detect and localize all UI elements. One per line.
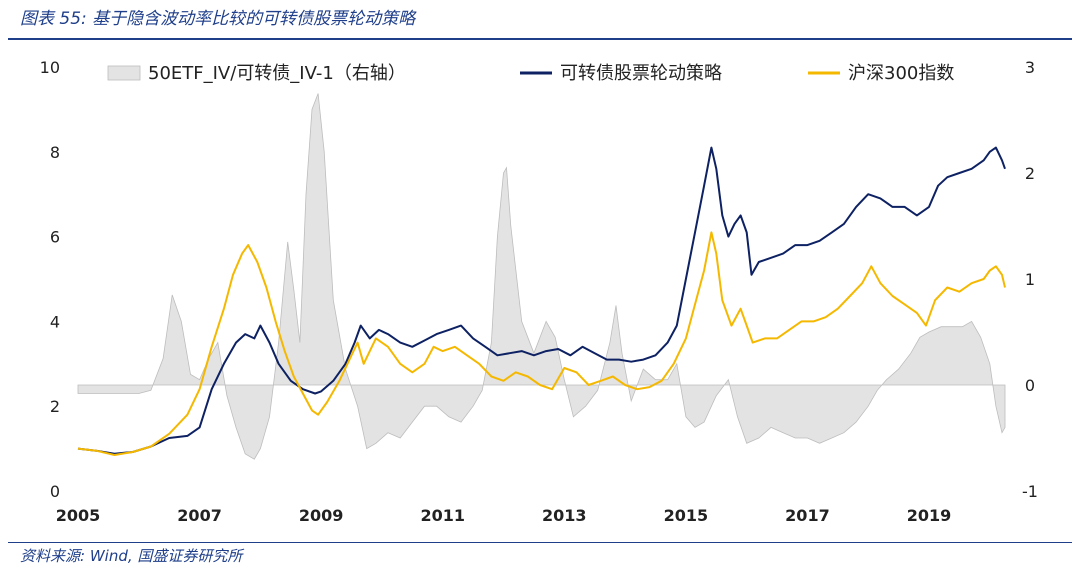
right-axis-ticks: -1 0 1 2 3 xyxy=(1022,58,1038,501)
right-y-tick-label: 2 xyxy=(1025,164,1035,183)
right-y-tick-label: 1 xyxy=(1025,270,1035,289)
legend-swatch xyxy=(107,65,141,81)
left-axis-ticks: 0 2 4 6 8 10 xyxy=(40,58,60,501)
x-tick-label: 2009 xyxy=(299,506,344,525)
x-tick-label: 2005 xyxy=(56,506,101,525)
left-y-tick-label: 0 xyxy=(50,482,60,501)
left-y-tick-label: 8 xyxy=(50,143,60,162)
legend-label: 50ETF_IV/可转债_IV-1（右轴） xyxy=(148,63,406,84)
series-line-hs300 xyxy=(77,231,1006,456)
legend: 50ETF_IV/可转债_IV-1（右轴） 可转债股票轮动策略 沪深300指数 xyxy=(107,63,954,84)
title-divider xyxy=(8,38,1072,40)
left-y-tick-label: 10 xyxy=(40,58,60,77)
legend-label: 可转债股票轮动策略 xyxy=(560,63,722,84)
left-y-tick-label: 6 xyxy=(50,228,60,247)
x-tick-label: 2013 xyxy=(542,506,587,525)
legend-label: 沪深300指数 xyxy=(848,63,954,84)
source-divider xyxy=(8,542,1072,543)
source-note: 资料来源: Wind, 国盛证券研究所 xyxy=(20,547,243,565)
right-y-tick-label: 3 xyxy=(1025,58,1035,77)
right-y-tick-label: -1 xyxy=(1022,482,1038,501)
right-y-tick-label: 0 xyxy=(1025,376,1035,395)
series-area-iv-ratio xyxy=(77,93,1006,460)
x-axis-ticks: 2005 2007 2009 2011 2013 2015 2017 2019 xyxy=(56,506,952,525)
series-line-strategy xyxy=(77,146,1006,455)
left-y-tick-label: 2 xyxy=(50,397,60,416)
x-tick-label: 2015 xyxy=(664,506,709,525)
left-y-tick-label: 4 xyxy=(50,312,60,331)
chart: 2005 2007 2009 2011 2013 2015 2017 2019 0246810… xyxy=(40,58,1038,525)
x-tick-label: 2017 xyxy=(785,506,830,525)
x-tick-label: 2019 xyxy=(907,506,952,525)
x-tick-label: 2007 xyxy=(177,506,222,525)
series-layer xyxy=(77,93,1006,460)
figure-title: 图表 55: 基于隐含波动率比较的可转债股票轮动策略 xyxy=(20,9,416,29)
x-tick-label: 2011 xyxy=(420,506,465,525)
